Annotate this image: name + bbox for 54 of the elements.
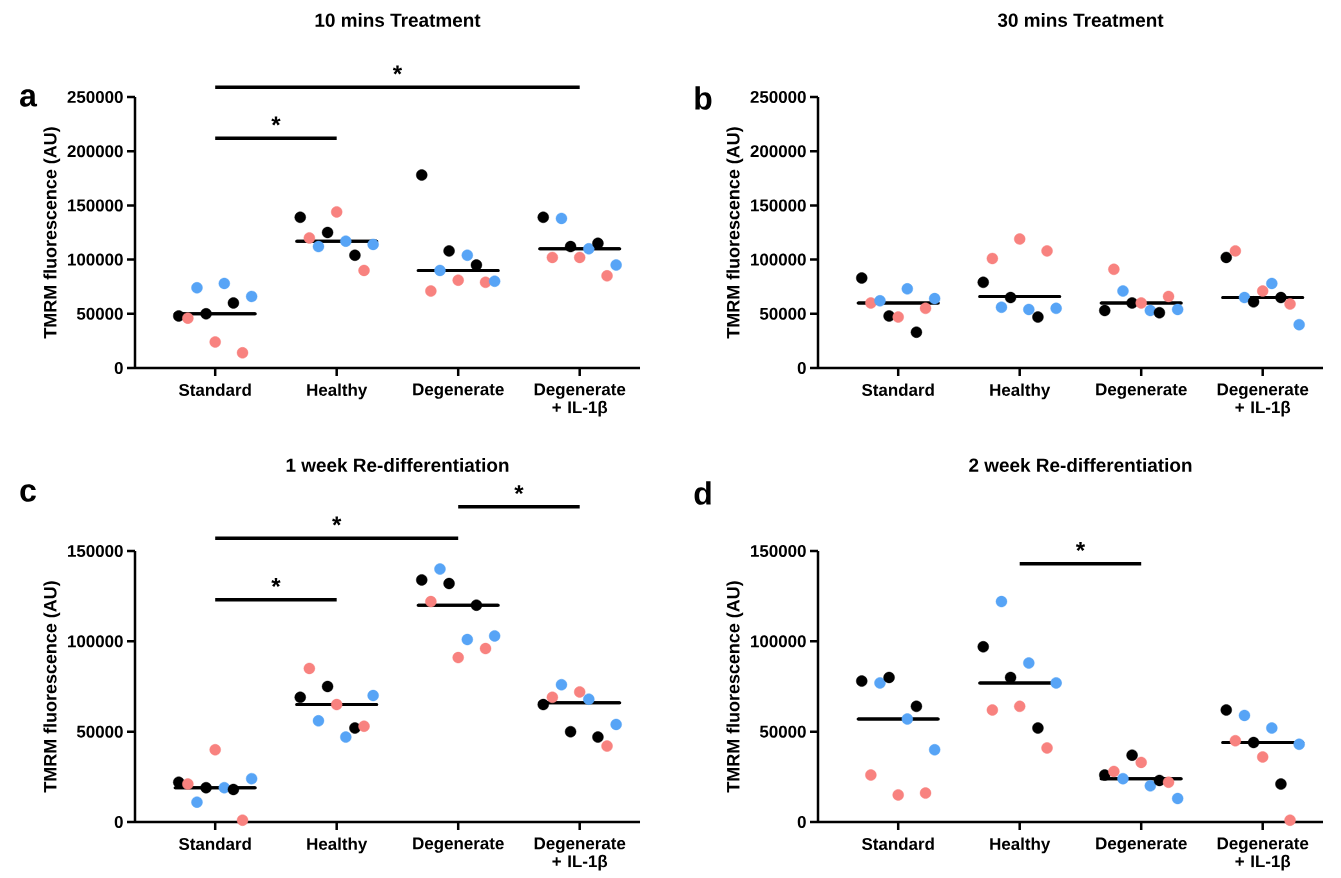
- y-tick-label: 100000: [68, 635, 123, 648]
- y-tick-label: 250000: [67, 90, 123, 103]
- x-tick-label: Standard: [178, 837, 251, 850]
- text: a: [20, 89, 38, 107]
- y-tick-label: 200000: [750, 145, 806, 158]
- y-tick-label: 50000: [76, 725, 123, 738]
- y-tick-label: 0: [114, 816, 123, 828]
- annotation: *: [271, 116, 281, 126]
- text: *: [514, 485, 524, 495]
- y-tick-label: 50000: [76, 307, 123, 320]
- y-axis-title: TMRM fluorescence (AU): [726, 581, 744, 793]
- y-tick-label: 150000: [68, 545, 123, 557]
- chart-title: 30 mins Treatment: [997, 13, 1164, 27]
- x-tick-label: Degenerate: [1096, 383, 1187, 399]
- text: *: [392, 65, 403, 75]
- chart-title: 1 week Re-differentiation: [286, 458, 509, 472]
- y-tick-label: 0: [114, 362, 123, 374]
- text: c: [20, 484, 36, 502]
- y-tick-label: 0: [797, 362, 806, 374]
- y-tick-label: 200000: [67, 145, 123, 158]
- y-tick-label: 50000: [759, 725, 806, 738]
- annotation: *: [271, 578, 281, 588]
- y-tick-label: 100000: [68, 253, 123, 266]
- y-tick-label: 150000: [68, 199, 123, 212]
- x-tick-label: Degenerate + IL-1β: [534, 383, 626, 417]
- x-tick-label: Standard: [178, 383, 251, 396]
- y-tick-label: 50000: [759, 307, 806, 320]
- y-tick-label: 0: [797, 816, 806, 828]
- x-tick-label: Degenerate + IL-1β: [1217, 383, 1309, 417]
- text: *: [1075, 542, 1086, 551]
- y-axis-title: TMRM fluorescence (AU): [43, 127, 61, 339]
- x-tick-label: Healthy: [307, 383, 368, 400]
- y-axis-title: TMRM fluorescence (AU): [43, 581, 61, 793]
- x-tick-label: Degenerate + IL-1β: [1217, 837, 1309, 871]
- y-tick-label: 250000: [750, 90, 806, 103]
- x-tick-label: Healthy: [990, 837, 1051, 854]
- x-tick-label: Degenerate: [1096, 837, 1187, 853]
- y-tick-label: 150000: [751, 199, 806, 212]
- y-tick-label: 150000: [751, 545, 806, 557]
- text: d: [694, 481, 711, 505]
- x-tick-label: Healthy: [307, 837, 368, 854]
- text: *: [332, 516, 342, 526]
- y-tick-label: 100000: [751, 635, 806, 648]
- x-tick-label: Standard: [861, 837, 934, 850]
- x-tick-label: Degenerate: [413, 837, 504, 853]
- y-tick-label: 100000: [751, 253, 806, 266]
- chart-title: 10 mins Treatment: [315, 13, 481, 27]
- text: b: [695, 86, 712, 110]
- x-tick-label: Degenerate: [413, 383, 504, 399]
- x-tick-label: Standard: [861, 383, 934, 396]
- x-tick-label: Degenerate + IL-1β: [534, 837, 626, 871]
- y-axis-title: TMRM fluorescence (AU): [726, 127, 744, 339]
- x-tick-label: Healthy: [990, 383, 1051, 400]
- chart-title: 2 week Re-differentiation: [969, 458, 1192, 472]
